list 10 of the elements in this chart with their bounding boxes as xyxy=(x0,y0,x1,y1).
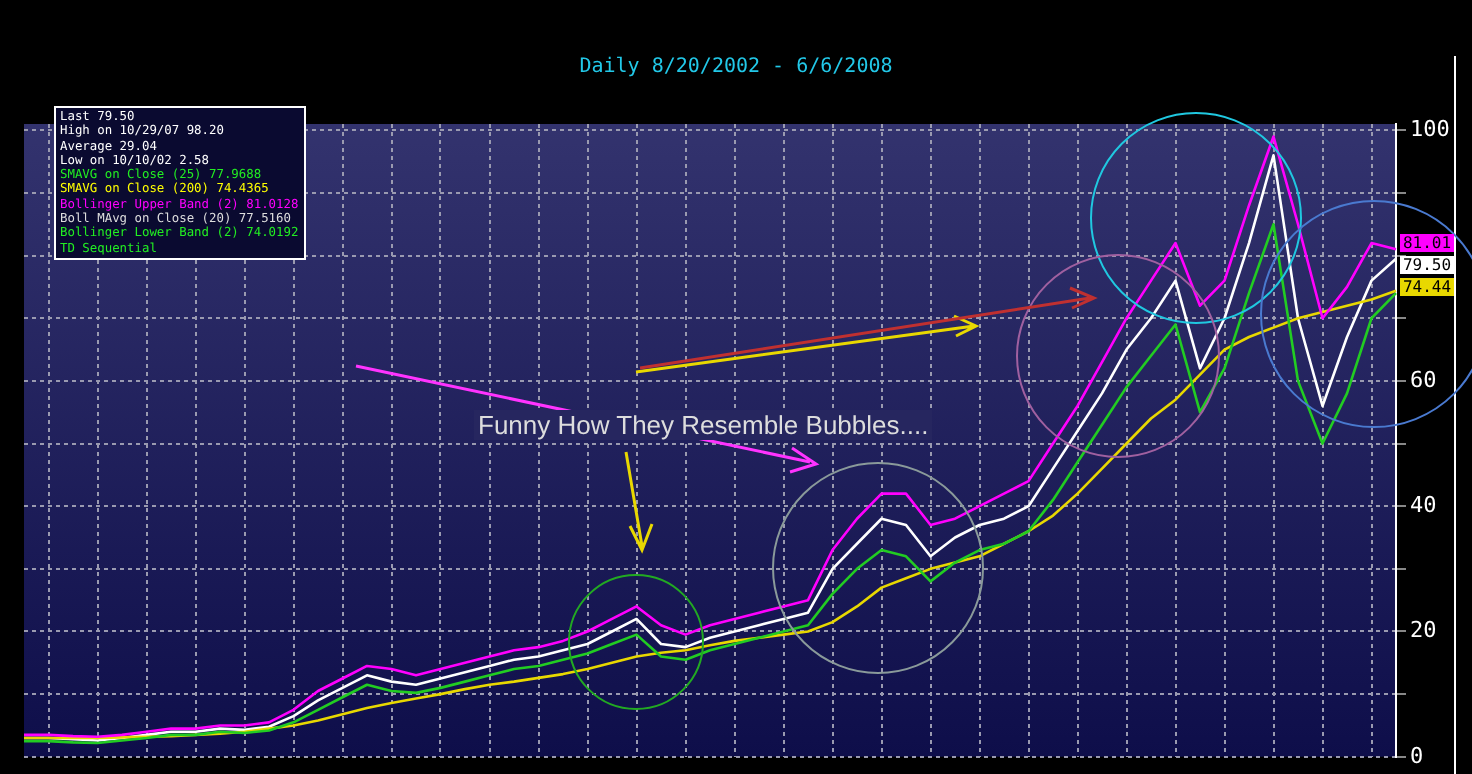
text: 81.01 xyxy=(1400,234,1454,252)
chart-subtitle: Daily 8/20/2002 - 6/6/2008 xyxy=(577,56,895,78)
text: 74.44 xyxy=(1400,278,1454,296)
annotation: Funny How They Resemble Bubbles.... xyxy=(474,410,933,440)
y-tick-label: 100 xyxy=(1410,115,1450,142)
y-tick-label: 20 xyxy=(1410,617,1437,644)
text: 79.50 xyxy=(1400,256,1454,274)
y-tick-label: 60 xyxy=(1410,366,1437,393)
y-tick-label: 0 xyxy=(1410,742,1424,769)
y-tick-label: 40 xyxy=(1410,491,1437,518)
